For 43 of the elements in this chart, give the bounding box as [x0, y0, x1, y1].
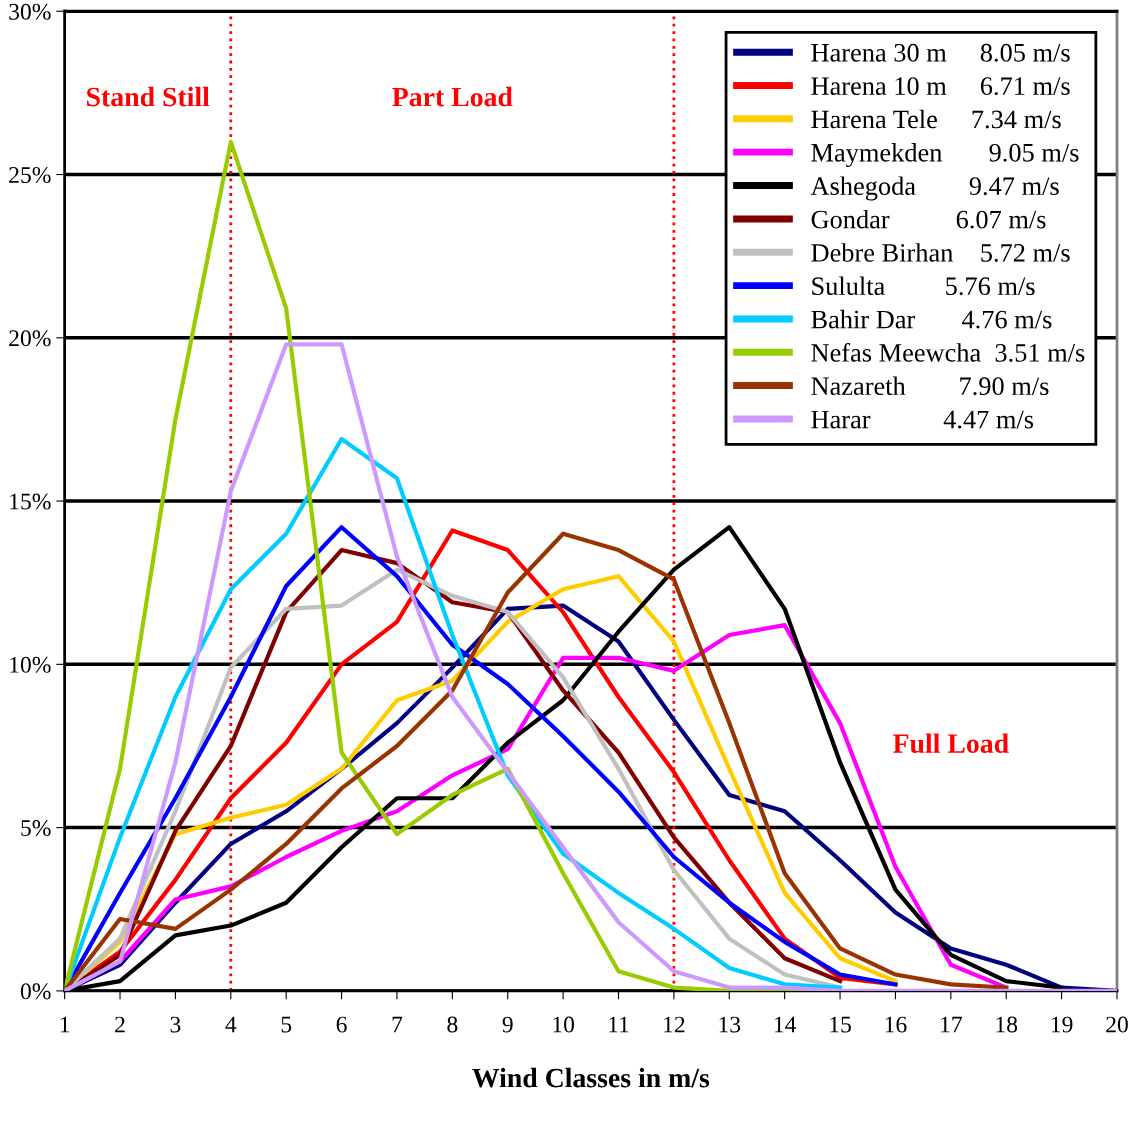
y-tick-label: 30% [9, 3, 51, 20]
annotation: Stand Still [87, 86, 210, 107]
x-tick-label: 7 [392, 1016, 403, 1033]
x-tick-label: 3 [170, 1016, 181, 1033]
x-tick-label: 13 [719, 1016, 741, 1033]
legend-label: Nazareth 7.90 m/s [811, 376, 1049, 396]
x-tick-label: 20 [1106, 1016, 1128, 1033]
x-tick-label: 9 [502, 1016, 513, 1033]
y-tick-label: 5% [21, 820, 51, 837]
x-tick-label: 15 [830, 1016, 851, 1033]
y-tick-label: 0% [20, 983, 51, 1000]
legend-label: Bahir Dar 4.76 m/s [811, 309, 1052, 329]
legend-label: Debre Birhan 5.72 m/s [811, 243, 1070, 262]
legend-label: Sululta 5.76 m/s [812, 276, 1035, 296]
x-tick-label: 4 [225, 1016, 237, 1033]
x-tick-label: 12 [664, 1016, 685, 1033]
annotation: Full Load [893, 733, 1009, 753]
x-tick-label: 14 [774, 1016, 797, 1033]
y-tick-label: 10% [10, 656, 51, 673]
x-axis-title: Wind Classes in m/s [472, 1067, 710, 1088]
legend-label: Harena 30 m 8.05 m/s [811, 43, 1070, 62]
legend-label: Harena 10 m 6.71 m/s [811, 77, 1070, 96]
x-tick-label: 2 [115, 1016, 125, 1033]
legend-label: Gondar 6.07 m/s [811, 209, 1046, 229]
x-tick-label: 11 [609, 1016, 629, 1033]
legend-label: Harar 4.47 m/s [811, 410, 1034, 429]
annotation: Part Load [392, 86, 513, 107]
x-tick-label: 1 [60, 1016, 70, 1033]
x-tick-label: 10 [553, 1016, 575, 1033]
x-tick-label: 8 [447, 1016, 458, 1033]
x-tick-label: 6 [336, 1016, 347, 1033]
legend-label: Nefas Meewcha 3.51 m/s [811, 342, 1085, 362]
legend-label: Maymekden 9.05 m/s [811, 143, 1079, 168]
x-tick-label: 17 [941, 1016, 962, 1033]
y-tick-label: 25% [9, 167, 51, 184]
x-tick-label: 18 [996, 1016, 1018, 1033]
y-tick-label: 15% [10, 493, 51, 510]
y-tick-label: 20% [9, 330, 51, 347]
x-tick-label: 5 [281, 1016, 292, 1033]
x-tick-label: 19 [1051, 1016, 1073, 1033]
x-tick-label: 16 [885, 1016, 907, 1033]
legend-label: Harena Tele 7.34 m/s [811, 109, 1061, 129]
legend-label: Ashegoda 9.47 m/s [810, 176, 1059, 201]
